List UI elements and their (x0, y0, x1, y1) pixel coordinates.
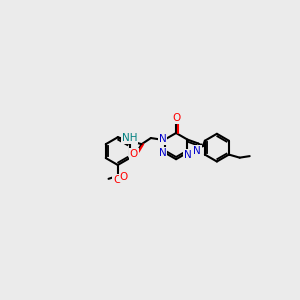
Text: N: N (193, 146, 200, 156)
Text: NH: NH (122, 133, 137, 143)
Text: O: O (119, 172, 128, 182)
Text: N: N (184, 150, 192, 160)
Text: O: O (130, 149, 138, 159)
Text: O: O (113, 175, 121, 184)
Text: N: N (159, 134, 166, 144)
Text: O: O (172, 113, 180, 123)
Text: N: N (159, 148, 166, 158)
